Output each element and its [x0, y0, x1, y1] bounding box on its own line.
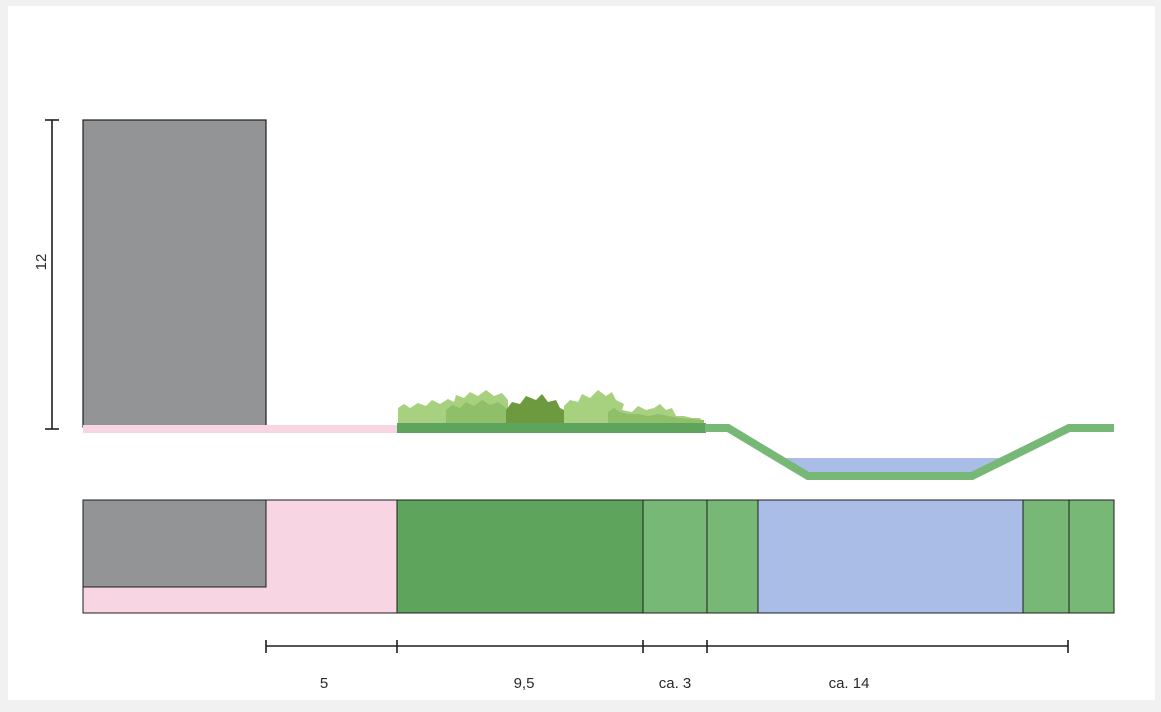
width-dimension-line — [265, 640, 1069, 653]
width-label-2: 9,5 — [514, 675, 535, 692]
plan-meadow — [396, 499, 644, 614]
shrub-vegetation — [398, 390, 704, 424]
diagram-svg: 12 5 9,5 ca. 3 ca. 14 — [33, 119, 1115, 692]
plan-building — [82, 499, 267, 588]
water-section — [782, 458, 999, 476]
cross-section-diagram: 12 5 9,5 ca. 3 ca. 14 — [8, 6, 1155, 700]
height-dimension-line — [45, 119, 59, 430]
plan-strip-3 — [1022, 499, 1070, 614]
width-label-1: 5 — [320, 675, 328, 692]
plan-strip-2 — [706, 499, 759, 614]
building-section — [82, 119, 267, 428]
ditch-profile — [705, 424, 1114, 480]
width-label-3: ca. 3 — [659, 675, 692, 692]
plan-strip-1 — [642, 499, 708, 614]
meadow-section — [397, 423, 706, 433]
height-label: 12 — [33, 254, 50, 271]
plan-view — [82, 499, 1115, 614]
width-label-4: ca. 14 — [829, 675, 870, 692]
plan-water — [757, 499, 1024, 614]
plan-strip-4 — [1068, 499, 1115, 614]
pavement-section — [83, 425, 397, 433]
